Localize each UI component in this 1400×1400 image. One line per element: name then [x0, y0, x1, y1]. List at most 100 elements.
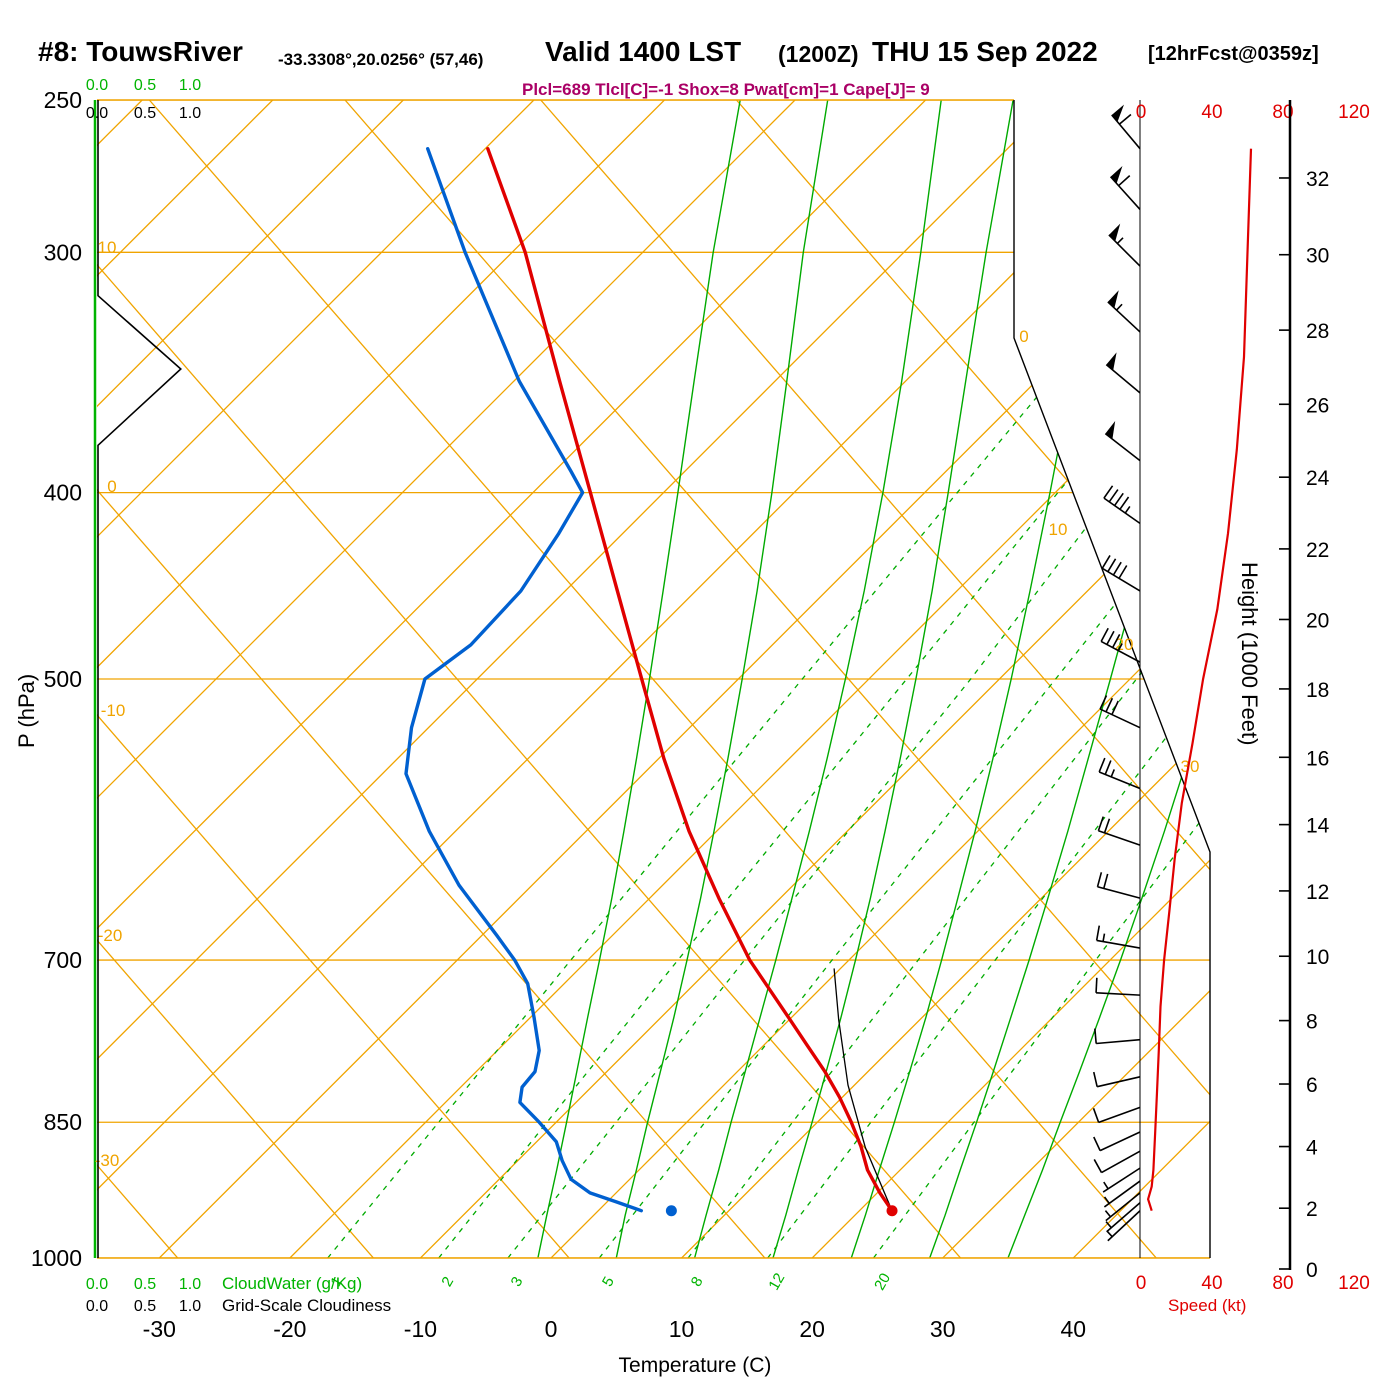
- wind-barb: [1105, 1202, 1141, 1233]
- wind-barb: [1093, 1131, 1141, 1152]
- wind-barb: [1094, 1028, 1141, 1045]
- station-title: #8: TouwsRiver: [38, 36, 243, 67]
- speed-tick-label: 0: [1136, 1273, 1147, 1294]
- dry-adiabat-line: [540, 100, 1210, 1258]
- height-tick-label: 32: [1306, 168, 1329, 191]
- mixing-ratio-line: [327, 100, 1210, 1258]
- cloud-scale-label: 1.0: [179, 77, 201, 94]
- dry-adiabat-line: [344, 100, 1210, 1258]
- dry-adiabat-label: -30: [95, 1151, 120, 1170]
- wind-barb: [1095, 925, 1141, 949]
- mixing-ratio-label: 8: [688, 1274, 707, 1290]
- cloud-scale-label: 1.0: [179, 1276, 201, 1293]
- valid-time: Valid 1400 LST: [545, 36, 742, 67]
- isotherm-line: [97, 100, 927, 1258]
- height-tick-label: 30: [1306, 245, 1329, 268]
- mixing-ratio-label: 20: [871, 1270, 894, 1293]
- isotherm-line: [928, 100, 1210, 1258]
- cloud-scale-label: 1.0: [179, 1298, 201, 1315]
- mixing-ratio-label: 2: [438, 1274, 457, 1290]
- pressure-tick-label: 700: [44, 947, 82, 973]
- wind-barb: [1104, 420, 1141, 462]
- moist-adiabat-line: [772, 100, 1014, 1258]
- speed-tick-label: 40: [1201, 102, 1222, 123]
- parcel-curve: [833, 968, 893, 1211]
- dry-adiabat-label: 30: [1181, 757, 1200, 776]
- height-tick-label: 28: [1306, 320, 1329, 343]
- wind-barb: [1101, 555, 1141, 592]
- valid-zulu: (1200Z): [778, 41, 859, 67]
- pressure-tick-label: 300: [44, 239, 82, 265]
- dry-adiabat-line: [97, 100, 778, 1258]
- valid-date: THU 15 Sep 2022: [872, 36, 1098, 67]
- height-tick-label: 12: [1306, 881, 1329, 904]
- temperature-tick-label: 0: [545, 1316, 558, 1342]
- dry-adiabat-label: 10: [1049, 520, 1068, 539]
- cloud-scale-label: 0.0: [86, 1276, 108, 1293]
- dry-adiabat-line: [97, 100, 387, 1258]
- speed-axis-caption: Speed (kt): [1168, 1296, 1246, 1315]
- height-tick-label: 0: [1306, 1259, 1318, 1282]
- background-grid: [97, 100, 1210, 1258]
- cloud-scale-label: 0.0: [86, 105, 108, 122]
- dry-adiabat-line: [148, 100, 1169, 1258]
- isotherm-line: [97, 100, 404, 1258]
- temperature-tick-label: 20: [799, 1316, 825, 1342]
- dry-adiabat-label: -10: [101, 701, 126, 720]
- forecast-tag: [12hrFcst@0359z]: [1148, 43, 1319, 65]
- speed-tick-label: 80: [1272, 102, 1293, 123]
- isotherm-line: [1058, 100, 1210, 1258]
- speed-tick-label: 80: [1272, 1273, 1293, 1294]
- isotherm-line: [97, 100, 535, 1258]
- cloud-scale-label: 0.5: [134, 77, 156, 94]
- isotherm-line: [97, 100, 274, 1258]
- pressure-tick-label: 400: [44, 480, 82, 506]
- station-coords: -33.3308°,20.0256° (57,46): [278, 50, 484, 69]
- moist-adiabat-line: [693, 100, 942, 1258]
- temperature-axis-caption: Temperature (C): [619, 1354, 772, 1377]
- speed-tick-label: 120: [1338, 1273, 1370, 1294]
- dry-adiabat-line: [735, 100, 1210, 1258]
- isotherm-line: [797, 100, 1210, 1258]
- height-tick-label: 22: [1306, 539, 1329, 562]
- wind-barb: [1107, 290, 1141, 333]
- isotherm-line: [97, 100, 665, 1258]
- height-tick-label: 20: [1306, 609, 1329, 632]
- stability-params: Plcl=689 Tlcl[C]=-1 Shox=8 Pwat[cm]=1 Ca…: [522, 80, 930, 99]
- dry-adiabat-label: -20: [98, 926, 123, 945]
- wind-barb: [1100, 627, 1141, 663]
- wind-barb: [1095, 977, 1141, 996]
- dry-adiabat-label: 0: [1019, 327, 1028, 346]
- height-tick-label: 14: [1306, 815, 1330, 838]
- height-tick-label: 26: [1306, 394, 1329, 417]
- dry-adiabat-line: [97, 100, 582, 1258]
- speed-curve: [1146, 148, 1253, 1212]
- temperature-curve: [486, 147, 894, 1213]
- wind-barb: [1103, 1180, 1141, 1208]
- mixing-ratio-line: [598, 100, 1210, 1258]
- moist-adiabat-line: [537, 100, 741, 1258]
- height-tick-label: 18: [1306, 679, 1329, 702]
- dry-adiabat-label: 0: [107, 477, 116, 496]
- height-tick-label: 4: [1306, 1137, 1318, 1160]
- mixing-ratio-line: [872, 100, 1210, 1258]
- mixing-ratio-label: 3: [508, 1274, 527, 1290]
- height-tick-label: 2: [1306, 1198, 1318, 1221]
- surface-temperature-dot: [886, 1205, 898, 1217]
- wind-barb: [1093, 1150, 1141, 1174]
- moist-adiabat-line: [1007, 100, 1210, 1258]
- speed-tick-label: 0: [1136, 102, 1147, 123]
- wind-barb: [1109, 166, 1141, 210]
- height-tick-label: 6: [1306, 1074, 1318, 1097]
- speed-tick-label: 120: [1338, 102, 1370, 123]
- wind-barb: [1096, 872, 1141, 899]
- moist-adiabat-line: [615, 100, 829, 1258]
- mixing-ratio-line: [507, 100, 1210, 1258]
- pressure-tick-label: 500: [44, 666, 82, 692]
- wind-barb: [1098, 757, 1141, 790]
- cloud-scale-label: 0.5: [134, 1298, 156, 1315]
- isotherm-line: [536, 100, 1210, 1258]
- dewpoint-curve: [404, 147, 643, 1213]
